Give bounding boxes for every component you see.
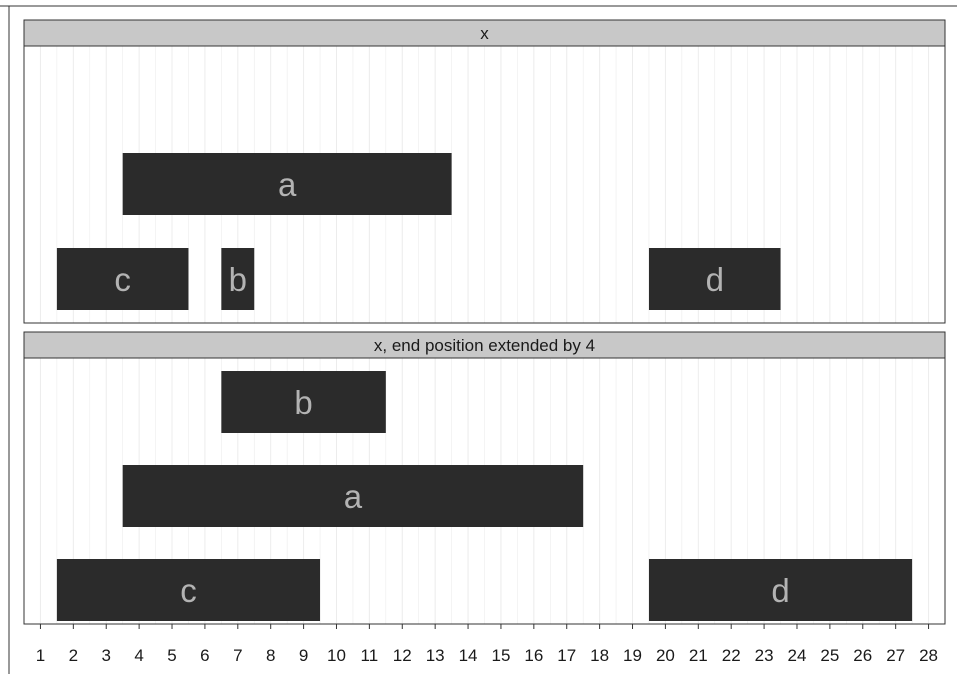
x-tick-label: 26 bbox=[853, 646, 872, 665]
x-tick-label: 7 bbox=[233, 646, 242, 665]
facet-strip bbox=[23, 19, 946, 47]
x-tick-label: 13 bbox=[426, 646, 445, 665]
x-tick-label: 24 bbox=[788, 646, 807, 665]
panel-border bbox=[23, 45, 946, 324]
x-tick-label: 21 bbox=[689, 646, 708, 665]
x-tick-label: 25 bbox=[820, 646, 839, 665]
interval-label-c: c bbox=[114, 261, 131, 298]
facet-strip bbox=[23, 331, 946, 359]
x-tick-label: 19 bbox=[623, 646, 642, 665]
x-tick-label: 15 bbox=[491, 646, 510, 665]
x-tick-label: 18 bbox=[590, 646, 609, 665]
interval-label-d: d bbox=[771, 572, 789, 609]
interval-label-a: a bbox=[344, 478, 363, 515]
facet-title: x, end position extended by 4 bbox=[374, 336, 595, 355]
interval-label-d: d bbox=[706, 261, 724, 298]
interval-bar-a bbox=[122, 465, 584, 527]
interval-bar-d bbox=[648, 559, 913, 621]
interval-label-a: a bbox=[278, 166, 297, 203]
facet-title: x bbox=[480, 24, 489, 43]
x-tick-label: 1 bbox=[36, 646, 45, 665]
x-tick-label: 12 bbox=[393, 646, 412, 665]
x-tick-label: 6 bbox=[200, 646, 209, 665]
x-tick-label: 3 bbox=[101, 646, 110, 665]
x-tick-label: 20 bbox=[656, 646, 675, 665]
interval-label-b: b bbox=[294, 384, 312, 421]
facet-panel-2: b a c d x, end position extended by 4 bbox=[23, 331, 946, 625]
x-tick-label: 9 bbox=[299, 646, 308, 665]
interval-bar-b bbox=[221, 248, 255, 310]
interval-bar-a bbox=[122, 153, 452, 215]
x-tick-label: 28 bbox=[919, 646, 938, 665]
x-tick-label: 14 bbox=[459, 646, 478, 665]
x-tick-label: 5 bbox=[167, 646, 176, 665]
panel-border bbox=[23, 357, 946, 625]
interval-label-b: b bbox=[229, 261, 247, 298]
x-axis: 1 2 3 4 5 6 7 8 9 10 11 12 13 14 15 16 17 18 19 20 21 22 23 24 2… bbox=[36, 624, 938, 665]
x-tick-label: 27 bbox=[886, 646, 905, 665]
interval-label-c: c bbox=[180, 572, 197, 609]
x-tick-label: 8 bbox=[266, 646, 275, 665]
x-tick-label: 11 bbox=[361, 646, 379, 665]
interval-bar-c bbox=[56, 559, 321, 621]
facet-panel-1: a c b d x bbox=[23, 19, 946, 324]
x-tick-label: 4 bbox=[134, 646, 143, 665]
x-tick-label: 22 bbox=[722, 646, 741, 665]
x-tick-label: 10 bbox=[327, 646, 346, 665]
interval-bar-d bbox=[648, 248, 781, 310]
x-tick-label: 16 bbox=[524, 646, 543, 665]
x-tick-label: 17 bbox=[557, 646, 576, 665]
x-tick-label: 23 bbox=[755, 646, 774, 665]
interval-bar-b bbox=[221, 371, 386, 433]
interval-bar-c bbox=[56, 248, 189, 310]
x-tick-label: 2 bbox=[69, 646, 78, 665]
